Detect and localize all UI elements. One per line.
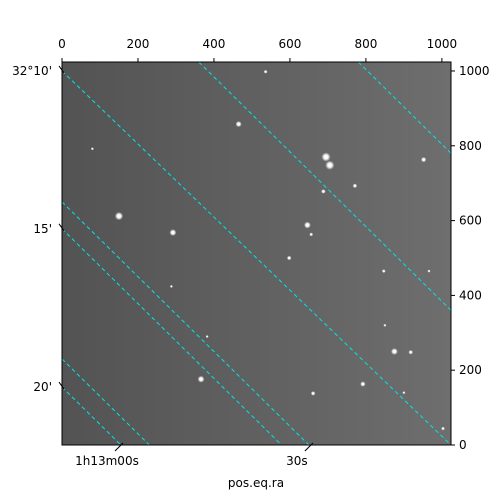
star-19 — [90, 147, 94, 151]
y-tick-label-3: 600 — [459, 214, 482, 228]
star-2 — [235, 121, 242, 128]
star-9 — [309, 232, 314, 237]
y-tick-label-4: 800 — [459, 139, 482, 153]
star-21 — [427, 269, 431, 273]
x-tick-label-1: 200 — [127, 37, 150, 51]
star-15 — [360, 381, 366, 387]
star-17 — [263, 69, 268, 74]
y-tick-label-5: 1000 — [459, 64, 490, 78]
grid-line-6 — [62, 201, 310, 445]
x-tick-label-5: 1000 — [427, 37, 458, 51]
image-background — [62, 62, 451, 445]
y-tick-label-1: 200 — [459, 363, 482, 377]
x-tick-label-0: 0 — [58, 37, 66, 51]
stars-layer — [90, 69, 445, 431]
star-4 — [325, 160, 335, 170]
dec-tick-label-1: 15' — [33, 222, 52, 236]
y-tick-label-0: 0 — [459, 438, 467, 452]
grid-line-4 — [357, 62, 451, 154]
star-13 — [420, 156, 427, 163]
star-12 — [381, 269, 386, 273]
ra-tick-0 — [114, 442, 124, 452]
dec-tick-0 — [58, 65, 65, 74]
ra-ticks-bottom: 1h13m00s 30s — [75, 442, 314, 468]
x-tick-label-3: 600 — [278, 37, 301, 51]
x-ticks-top: 0 200 400 600 800 1000 — [58, 37, 457, 62]
star-5 — [303, 221, 311, 229]
dec-tick-2 — [58, 381, 65, 390]
star-7 — [352, 183, 358, 189]
dec-tick-1 — [58, 223, 65, 232]
x-axis-title: pos.eq.ra — [228, 476, 284, 490]
star-3 — [321, 152, 331, 162]
ra-tick-label-1: 30s — [286, 454, 308, 468]
plot-frame — [61, 61, 452, 446]
star-23 — [383, 323, 387, 327]
dec-ticks-left: 32°10' 15' 20' — [12, 64, 65, 394]
star-0 — [114, 211, 124, 221]
star-14 — [197, 375, 205, 383]
x-tick-label-4: 800 — [354, 37, 377, 51]
coordinate-grid — [62, 62, 451, 445]
star-24 — [205, 335, 209, 339]
dec-tick-label-2: 20' — [33, 380, 52, 394]
dec-tick-label-0: 32°10' — [12, 64, 52, 78]
ra-tick-label-0: 1h13m00s — [75, 454, 139, 468]
star-22 — [402, 391, 406, 395]
grid-line-3 — [198, 62, 451, 311]
star-1 — [169, 229, 177, 236]
y-tick-label-2: 400 — [459, 288, 482, 302]
star-8 — [286, 255, 292, 261]
x-tick-label-2: 400 — [203, 37, 226, 51]
star-11 — [408, 349, 414, 355]
y-ticks-right: 0 200 400 600 800 1000 — [451, 64, 490, 452]
grid-line-0 — [62, 70, 451, 445]
star-16 — [310, 391, 316, 396]
ra-tick-1 — [304, 442, 314, 452]
star-10 — [390, 348, 398, 355]
star-6 — [321, 189, 326, 194]
star-20 — [441, 426, 445, 431]
star-18 — [169, 284, 173, 288]
grid-line-1 — [62, 228, 282, 445]
